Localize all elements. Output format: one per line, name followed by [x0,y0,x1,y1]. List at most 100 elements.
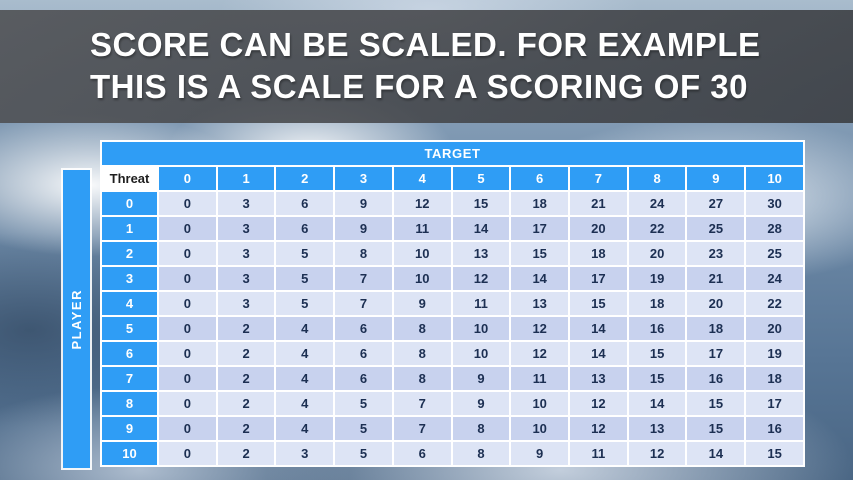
data-cell: 12 [570,392,627,415]
score-table-container: TARGET Threat 0 1 2 3 4 5 6 7 8 9 10 0 0 3 6 9 12 15 18 21 24 2… [100,140,805,467]
data-cell: 7 [393,417,451,440]
data-cell: 21 [687,267,745,290]
data-cell: 6 [276,217,334,240]
row-header-cell: 7 [102,367,157,390]
data-cell: 0 [159,242,216,265]
row-header-cell: 10 [102,442,157,465]
data-cell: 13 [511,292,569,315]
data-cell: 3 [217,292,275,315]
data-cell: 15 [628,342,686,365]
column-header-cell: 9 [687,167,745,190]
data-cell: 11 [393,217,451,240]
row-header-cell: 5 [102,317,157,340]
data-cell: 19 [746,342,803,365]
page-title-line1: SCORE CAN BE SCALED. FOR EXAMPLE [90,26,761,63]
data-cell: 15 [511,242,569,265]
row-header-cell: 0 [102,192,157,215]
data-cell: 0 [159,317,216,340]
data-cell: 13 [570,367,627,390]
data-cell: 8 [393,342,451,365]
data-cell: 0 [159,442,216,465]
data-cell: 9 [452,367,510,390]
data-cell: 25 [746,242,803,265]
data-cell: 0 [159,267,216,290]
data-cell: 10 [452,342,510,365]
data-cell: 6 [335,317,392,340]
data-cell: 22 [628,217,686,240]
data-cell: 3 [217,242,275,265]
data-cell: 17 [570,267,627,290]
data-cell: 2 [217,417,275,440]
table-row: 0 0 3 6 9 12 15 18 21 24 27 30 [102,192,803,215]
column-header-cell: 6 [511,167,569,190]
data-cell: 10 [452,317,510,340]
data-cell: 15 [746,442,803,465]
data-cell: 22 [746,292,803,315]
row-header-cell: 8 [102,392,157,415]
row-header-cell: 4 [102,292,157,315]
data-cell: 9 [511,442,569,465]
data-cell: 18 [570,242,627,265]
column-header-cell: 0 [159,167,216,190]
data-cell: 10 [511,392,569,415]
column-header-row: Threat 0 1 2 3 4 5 6 7 8 9 10 [102,167,803,190]
data-cell: 2 [217,342,275,365]
data-cell: 27 [687,192,745,215]
data-cell: 23 [687,242,745,265]
data-cell: 18 [687,317,745,340]
data-cell: 24 [628,192,686,215]
row-header-cell: 6 [102,342,157,365]
data-cell: 21 [570,192,627,215]
data-cell: 12 [570,417,627,440]
data-cell: 4 [276,417,334,440]
player-axis-bar: PLAYER [63,170,90,468]
table-row: 5 0 2 4 6 8 10 12 14 16 18 20 [102,317,803,340]
row-header-cell: 9 [102,417,157,440]
data-cell: 20 [687,292,745,315]
data-cell: 0 [159,367,216,390]
data-cell: 8 [452,442,510,465]
data-cell: 2 [217,442,275,465]
table-row: 10 0 2 3 5 6 8 9 11 12 14 15 [102,442,803,465]
data-cell: 12 [511,317,569,340]
corner-cell-threat: Threat [102,167,157,190]
data-cell: 8 [452,417,510,440]
data-cell: 11 [570,442,627,465]
data-cell: 10 [511,417,569,440]
data-cell: 4 [276,367,334,390]
column-header-cell: 1 [217,167,275,190]
data-cell: 20 [746,317,803,340]
data-cell: 24 [746,267,803,290]
data-cell: 2 [217,367,275,390]
data-cell: 19 [628,267,686,290]
data-cell: 0 [159,292,216,315]
data-cell: 2 [217,392,275,415]
data-cell: 9 [393,292,451,315]
data-cell: 12 [452,267,510,290]
data-cell: 5 [276,242,334,265]
data-cell: 8 [393,317,451,340]
page-title: SCORE CAN BE SCALED. FOR EXAMPLE THIS IS… [90,24,761,108]
data-cell: 20 [628,242,686,265]
column-header-cell: 10 [746,167,803,190]
data-cell: 14 [570,342,627,365]
data-cell: 3 [217,192,275,215]
data-cell: 3 [217,217,275,240]
table-row: 9 0 2 4 5 7 8 10 12 13 15 16 [102,417,803,440]
table-row: 3 0 3 5 7 10 12 14 17 19 21 24 [102,267,803,290]
data-cell: 4 [276,392,334,415]
data-cell: 13 [452,242,510,265]
table-row: 6 0 2 4 6 8 10 12 14 15 17 19 [102,342,803,365]
data-cell: 25 [687,217,745,240]
data-cell: 16 [746,417,803,440]
data-cell: 5 [335,417,392,440]
table-row: 7 0 2 4 6 8 9 11 13 15 16 18 [102,367,803,390]
column-header-cell: 8 [628,167,686,190]
player-axis-label: PLAYER [69,288,84,350]
data-cell: 14 [511,267,569,290]
data-cell: 14 [628,392,686,415]
data-cell: 5 [276,292,334,315]
data-cell: 15 [570,292,627,315]
table-row: 2 0 3 5 8 10 13 15 18 20 23 25 [102,242,803,265]
